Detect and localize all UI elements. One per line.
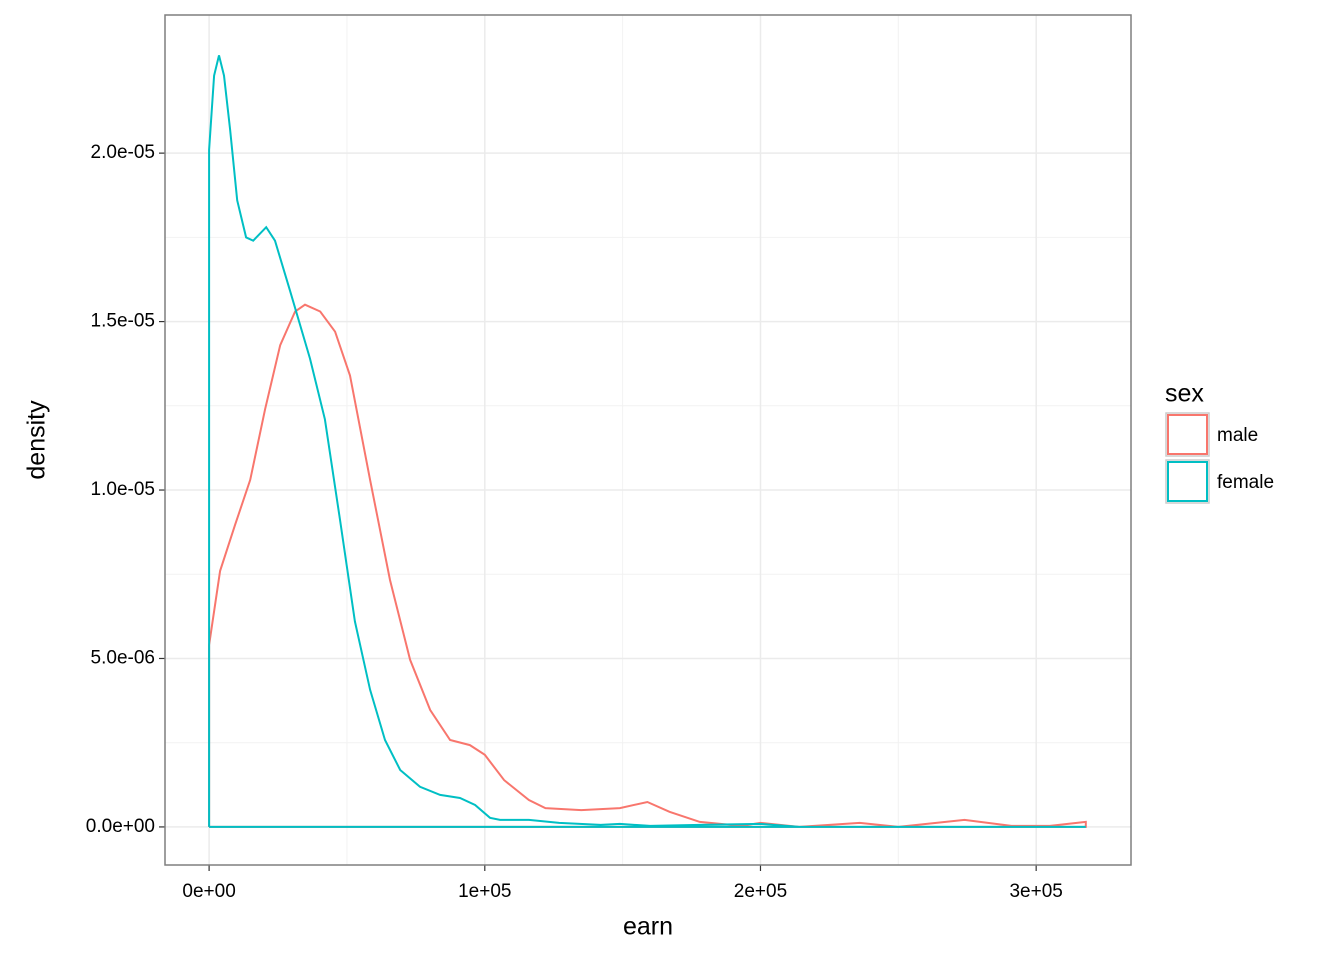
- legend-key: [1165, 459, 1210, 504]
- legend-swatch: [1167, 414, 1208, 455]
- x-tick-label: 0e+00: [182, 881, 235, 902]
- y-tick-label: 1.5e-05: [91, 311, 155, 332]
- legend-label: female: [1217, 472, 1274, 493]
- x-axis-label: earn: [623, 913, 673, 941]
- density-line: [208, 303, 1087, 828]
- legend-label: male: [1217, 425, 1258, 446]
- y-tick-label: 5.0e-06: [91, 647, 155, 668]
- panel-border: [164, 14, 1132, 866]
- legend-swatch: [1167, 461, 1208, 502]
- x-tick-label: 3e+05: [1009, 881, 1062, 902]
- x-tick-label: 2e+05: [734, 881, 787, 902]
- legend-title: sex: [1165, 380, 1204, 408]
- y-tick-label: 0.0e+00: [86, 816, 155, 837]
- density-line: [208, 55, 1086, 828]
- x-tick-label: 1e+05: [458, 881, 511, 902]
- y-tick-label: 2.0e-05: [91, 142, 155, 163]
- y-tick-label: 1.0e-05: [91, 479, 155, 500]
- y-axis-label: density: [23, 400, 51, 480]
- legend-key: [1165, 412, 1210, 457]
